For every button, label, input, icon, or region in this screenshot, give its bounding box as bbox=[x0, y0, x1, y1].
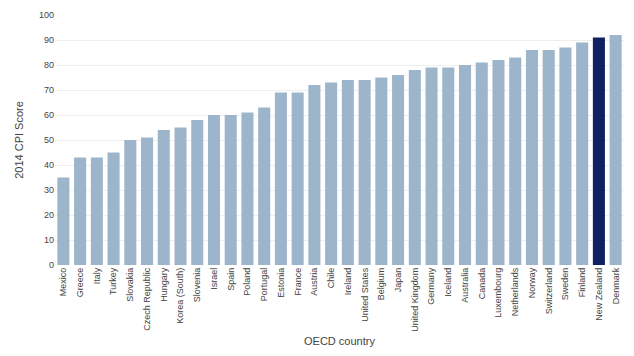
svg-text:90: 90 bbox=[44, 35, 54, 45]
svg-text:50: 50 bbox=[44, 135, 54, 145]
svg-text:Austria: Austria bbox=[309, 268, 319, 296]
svg-text:Luxembourg: Luxembourg bbox=[493, 268, 503, 318]
svg-text:Ireland: Ireland bbox=[343, 268, 353, 296]
svg-text:Canada: Canada bbox=[477, 268, 487, 300]
svg-text:Iceland: Iceland bbox=[443, 268, 453, 297]
svg-text:80: 80 bbox=[44, 60, 54, 70]
svg-text:20: 20 bbox=[44, 210, 54, 220]
svg-text:Korea (South): Korea (South) bbox=[175, 268, 185, 324]
svg-text:70: 70 bbox=[44, 85, 54, 95]
svg-text:100: 100 bbox=[39, 10, 54, 20]
svg-text:Japan: Japan bbox=[393, 268, 403, 293]
svg-text:Denmark: Denmark bbox=[611, 267, 621, 304]
svg-text:New Zealand: New Zealand bbox=[594, 268, 604, 321]
svg-text:Sweden: Sweden bbox=[560, 268, 570, 301]
svg-text:Switzerland: Switzerland bbox=[544, 268, 554, 315]
svg-text:Germany: Germany bbox=[426, 267, 436, 305]
svg-text:United States: United States bbox=[360, 267, 370, 322]
svg-text:Norway: Norway bbox=[527, 267, 537, 298]
svg-text:Slovakia: Slovakia bbox=[125, 268, 135, 302]
svg-text:40: 40 bbox=[44, 160, 54, 170]
svg-text:Portugal: Portugal bbox=[259, 268, 269, 302]
svg-text:Australia: Australia bbox=[460, 268, 470, 303]
svg-text:0: 0 bbox=[49, 260, 54, 270]
svg-text:Spain: Spain bbox=[226, 268, 236, 291]
svg-text:Finland: Finland bbox=[577, 268, 587, 298]
svg-text:Turkey: Turkey bbox=[108, 267, 118, 295]
svg-text:Israel: Israel bbox=[209, 268, 219, 290]
svg-text:Greece: Greece bbox=[75, 268, 85, 298]
svg-text:Hungary: Hungary bbox=[159, 267, 169, 302]
svg-text:30: 30 bbox=[44, 185, 54, 195]
svg-text:Estonia: Estonia bbox=[276, 268, 286, 298]
svg-text:Slovenia: Slovenia bbox=[192, 268, 202, 303]
svg-text:United Kingdom: United Kingdom bbox=[410, 268, 420, 332]
svg-text:2014 CPI Score: 2014 CPI Score bbox=[13, 101, 25, 179]
svg-text:10: 10 bbox=[44, 235, 54, 245]
svg-text:Netherlands: Netherlands bbox=[510, 267, 520, 316]
svg-text:Italy: Italy bbox=[92, 267, 102, 284]
svg-text:France: France bbox=[293, 268, 303, 296]
svg-text:Chile: Chile bbox=[326, 268, 336, 289]
svg-text:Mexico: Mexico bbox=[58, 268, 68, 297]
svg-text:Belgium: Belgium bbox=[376, 268, 386, 301]
svg-text:60: 60 bbox=[44, 110, 54, 120]
svg-text:Poland: Poland bbox=[242, 268, 252, 296]
svg-text:OECD country: OECD country bbox=[304, 335, 375, 347]
svg-text:Czech Republic: Czech Republic bbox=[142, 267, 152, 331]
